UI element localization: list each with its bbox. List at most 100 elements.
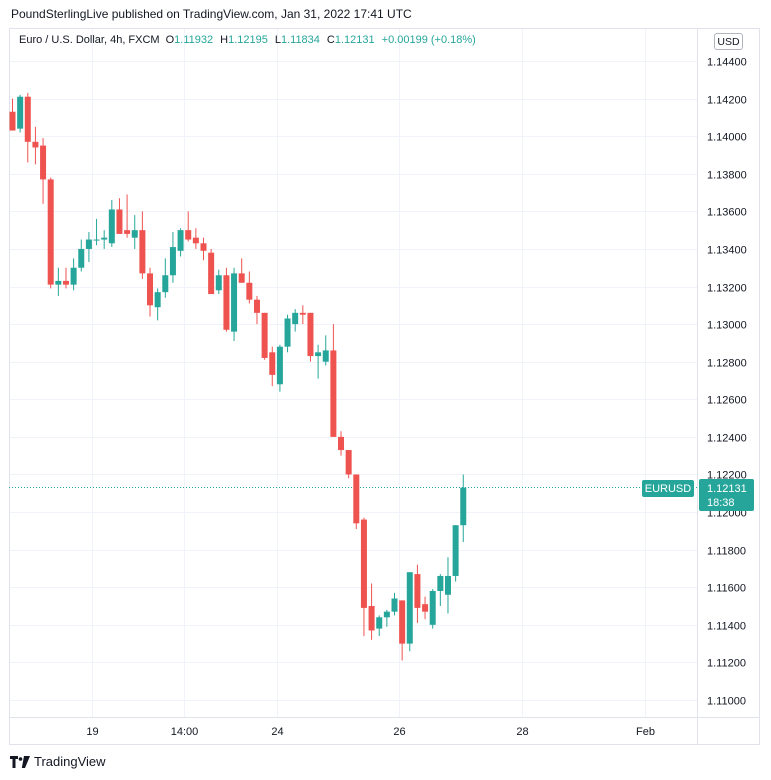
price-tick-label: 1.14400 — [707, 57, 747, 69]
candles-group — [9, 92, 467, 661]
low-label: L — [274, 34, 281, 46]
candle-body — [169, 247, 176, 276]
candle — [360, 517, 367, 637]
candle — [429, 589, 436, 629]
candle — [17, 94, 24, 133]
candle-body — [452, 525, 459, 576]
candle-body — [299, 312, 306, 315]
candle — [406, 572, 413, 652]
candle-body — [208, 252, 215, 295]
candle — [101, 230, 108, 249]
symbol-tag-text: EURUSD — [645, 483, 692, 495]
price-tick-label: 1.12400 — [707, 433, 747, 445]
close-value: 1.12131 — [334, 34, 375, 46]
time-tick-label: 24 — [271, 726, 283, 738]
candle — [330, 324, 337, 437]
candle — [376, 615, 383, 637]
candle-body — [246, 282, 253, 300]
candle — [192, 228, 199, 249]
candle — [124, 194, 131, 238]
candle — [307, 312, 314, 362]
close-label: C — [326, 34, 335, 46]
candle — [78, 239, 85, 272]
candle-body — [406, 572, 413, 644]
time-tick-label: 28 — [516, 726, 528, 738]
candle — [383, 609, 390, 627]
candle-body — [231, 273, 238, 332]
candle — [162, 258, 169, 298]
candle-body — [330, 350, 337, 437]
candle — [139, 211, 146, 280]
candle-body — [9, 111, 16, 131]
candle-body — [185, 230, 192, 240]
candle — [246, 271, 253, 304]
candle-body — [383, 611, 390, 618]
candle — [55, 267, 62, 296]
currency-button[interactable]: USD — [714, 33, 743, 50]
candle-body — [24, 96, 31, 142]
symbol-title[interactable]: Euro / U.S. Dollar, 4h, FXCM — [19, 34, 160, 46]
candle — [85, 232, 92, 263]
candle — [223, 267, 230, 332]
countdown-text: 18:38 — [707, 497, 735, 509]
price-tick-label: 1.14000 — [707, 132, 747, 144]
candle — [414, 564, 421, 623]
candle-body — [116, 209, 123, 234]
time-tick-label: 19 — [86, 726, 98, 738]
candle — [322, 335, 329, 366]
candle-body — [315, 352, 322, 357]
candle — [177, 228, 184, 257]
open-label: O — [165, 34, 175, 46]
candle — [231, 267, 238, 342]
candle-body — [139, 230, 146, 274]
candle — [200, 237, 207, 261]
candle-body — [399, 600, 406, 644]
candle — [238, 258, 245, 283]
candle — [284, 314, 291, 353]
high-label: H — [220, 34, 229, 46]
footer-brand[interactable]: TradingView — [10, 754, 106, 769]
candle-body — [238, 273, 245, 283]
time-tick-label: 26 — [393, 726, 405, 738]
candle-body — [154, 292, 161, 308]
chart-grid — [10, 29, 697, 717]
candle-body — [162, 275, 169, 293]
candle-body — [376, 617, 383, 629]
candle — [70, 258, 77, 291]
candle — [452, 525, 459, 582]
candle-body — [269, 352, 276, 375]
candle-body — [101, 237, 108, 240]
candle — [261, 312, 268, 360]
chart-frame — [9, 28, 760, 745]
candle — [32, 126, 39, 165]
candle — [169, 232, 176, 283]
candle — [422, 596, 429, 620]
candle-body — [284, 318, 291, 347]
candle — [299, 305, 306, 325]
candle — [399, 600, 406, 661]
candle-body — [360, 519, 367, 608]
candle-body — [108, 209, 115, 244]
time-axis: 19 14:00 24 26 28 Feb — [86, 726, 655, 738]
change-value: +0.00199 (+0.18%) — [381, 34, 476, 46]
candle-body — [47, 179, 54, 285]
price-axis: 1.14400 1.14200 1.14000 1.13800 1.13600 1.134… — [707, 57, 747, 708]
candle-body — [17, 96, 24, 129]
candle — [315, 344, 322, 379]
last-price-tag — [699, 479, 754, 511]
candle — [9, 98, 16, 131]
candle — [40, 138, 47, 204]
candle — [108, 200, 115, 248]
publisher-line: PoundSterlingLive published on TradingVi… — [11, 7, 412, 21]
candle — [292, 309, 299, 332]
candle-body — [422, 604, 429, 612]
price-tick-label: 1.12600 — [707, 395, 747, 407]
footer-brand-text: TradingView — [34, 754, 106, 769]
candle — [47, 177, 54, 289]
price-tick-label: 1.11200 — [707, 658, 746, 670]
candle-body — [147, 273, 154, 306]
price-tick-label: 1.13400 — [707, 245, 747, 257]
candle-body — [322, 350, 329, 362]
